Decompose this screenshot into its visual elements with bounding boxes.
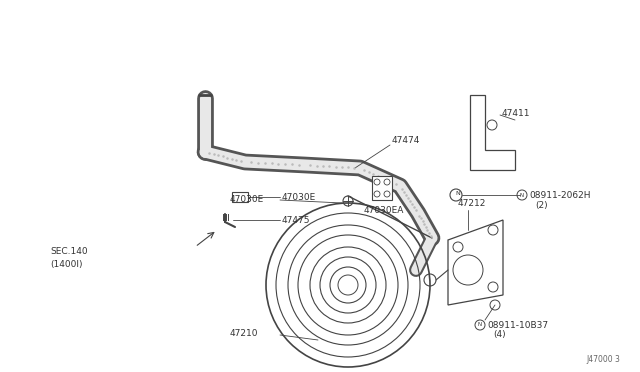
Text: (1400I): (1400I) (50, 260, 83, 269)
Text: 47030E: 47030E (230, 195, 264, 203)
Text: (4): (4) (493, 330, 506, 340)
Text: 47411: 47411 (502, 109, 531, 118)
Text: 47030E: 47030E (282, 192, 316, 202)
Text: 47210: 47210 (230, 330, 259, 339)
Text: 47030EA: 47030EA (364, 205, 404, 215)
Polygon shape (470, 95, 515, 170)
Text: N: N (520, 192, 524, 198)
Polygon shape (448, 220, 503, 305)
Text: (2): (2) (535, 201, 548, 209)
Text: 47474: 47474 (392, 135, 420, 144)
Text: SEC.140: SEC.140 (50, 247, 88, 257)
FancyBboxPatch shape (372, 176, 392, 200)
Text: N: N (456, 190, 460, 196)
Text: 08911-10B37: 08911-10B37 (487, 321, 548, 330)
Text: 08911-2062H: 08911-2062H (529, 190, 591, 199)
FancyBboxPatch shape (232, 192, 248, 202)
Text: 47212: 47212 (458, 199, 486, 208)
Text: J47000 3: J47000 3 (586, 355, 620, 364)
Text: N: N (478, 323, 482, 327)
Text: 47475: 47475 (282, 215, 310, 224)
